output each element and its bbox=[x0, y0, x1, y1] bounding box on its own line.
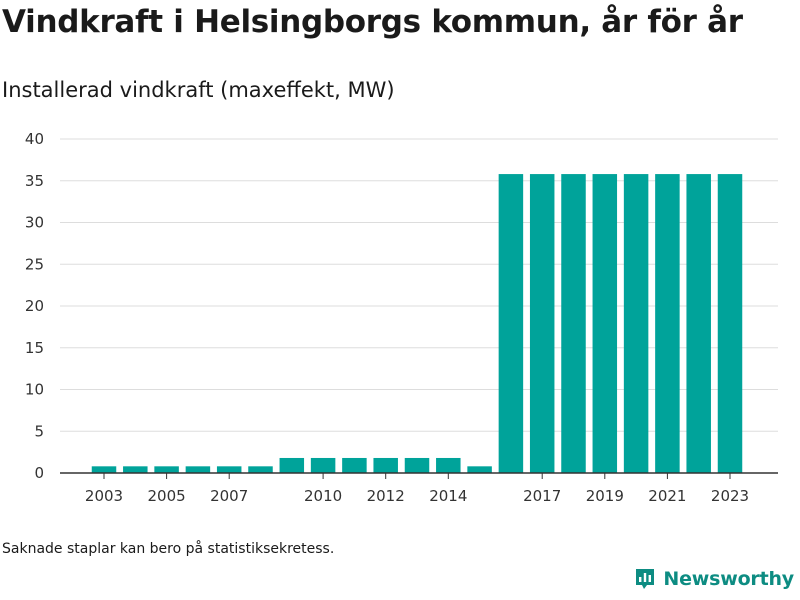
bar-2020 bbox=[623, 174, 649, 473]
bar-2023 bbox=[717, 174, 743, 473]
x-tick-label: 2014 bbox=[429, 487, 467, 505]
x-tick-label: 2012 bbox=[367, 487, 405, 505]
y-tick-label: 0 bbox=[34, 464, 44, 482]
bars bbox=[91, 174, 743, 473]
bar-2017 bbox=[529, 174, 555, 473]
bar-2013 bbox=[404, 457, 430, 473]
bar-2021 bbox=[655, 174, 680, 473]
footnote: Saknade staplar kan bero på statistiksek… bbox=[2, 541, 335, 557]
bar-2012 bbox=[373, 457, 398, 473]
bar-2011 bbox=[342, 457, 367, 473]
bar-2004 bbox=[123, 466, 148, 473]
y-tick-label: 35 bbox=[25, 172, 44, 190]
y-tick-label: 5 bbox=[34, 422, 44, 440]
bar-2009 bbox=[279, 457, 305, 473]
bar-2015 bbox=[467, 466, 492, 473]
y-tick-label: 25 bbox=[25, 255, 44, 273]
bar-2018 bbox=[561, 174, 586, 473]
x-axis-labels: 2003 2005 2007 2010 2012 2014 2017 2019 2021 2023 bbox=[85, 473, 749, 505]
bar-2006 bbox=[185, 466, 211, 473]
bar-2014 bbox=[436, 457, 461, 473]
chart-title: Vindkraft i Helsingborgs kommun, år för … bbox=[2, 4, 743, 40]
y-tick-label: 15 bbox=[25, 339, 44, 357]
brand[interactable]: Newsworthy bbox=[634, 567, 794, 591]
bar-2010 bbox=[310, 457, 336, 473]
bar-2022 bbox=[686, 174, 711, 473]
bar-2019 bbox=[592, 174, 618, 473]
chart-subtitle: Installerad vindkraft (maxeffekt, MW) bbox=[2, 78, 395, 102]
x-tick-label: 2003 bbox=[85, 487, 123, 505]
newsworthy-logo-icon bbox=[636, 569, 655, 589]
x-tick-label: 2007 bbox=[210, 487, 248, 505]
x-tick-label: 2017 bbox=[523, 487, 561, 505]
x-tick-label: 2021 bbox=[648, 487, 686, 505]
y-axis-labels: 0 5 10 15 20 25 30 35 40 bbox=[25, 130, 44, 482]
bar-2007 bbox=[216, 466, 242, 473]
x-tick-label: 2019 bbox=[586, 487, 624, 505]
bar-2005 bbox=[154, 466, 179, 473]
x-tick-label: 2023 bbox=[711, 487, 749, 505]
x-tick-label: 2010 bbox=[304, 487, 342, 505]
y-tick-label: 20 bbox=[25, 297, 44, 315]
bar-2008 bbox=[248, 466, 273, 473]
bar-2016 bbox=[498, 174, 524, 473]
brand-name: Newsworthy bbox=[663, 568, 794, 590]
y-tick-label: 40 bbox=[25, 130, 44, 148]
y-tick-label: 10 bbox=[25, 381, 44, 399]
x-tick-label: 2005 bbox=[148, 487, 186, 505]
y-tick-label: 30 bbox=[25, 214, 44, 232]
bar-2003 bbox=[91, 466, 117, 473]
